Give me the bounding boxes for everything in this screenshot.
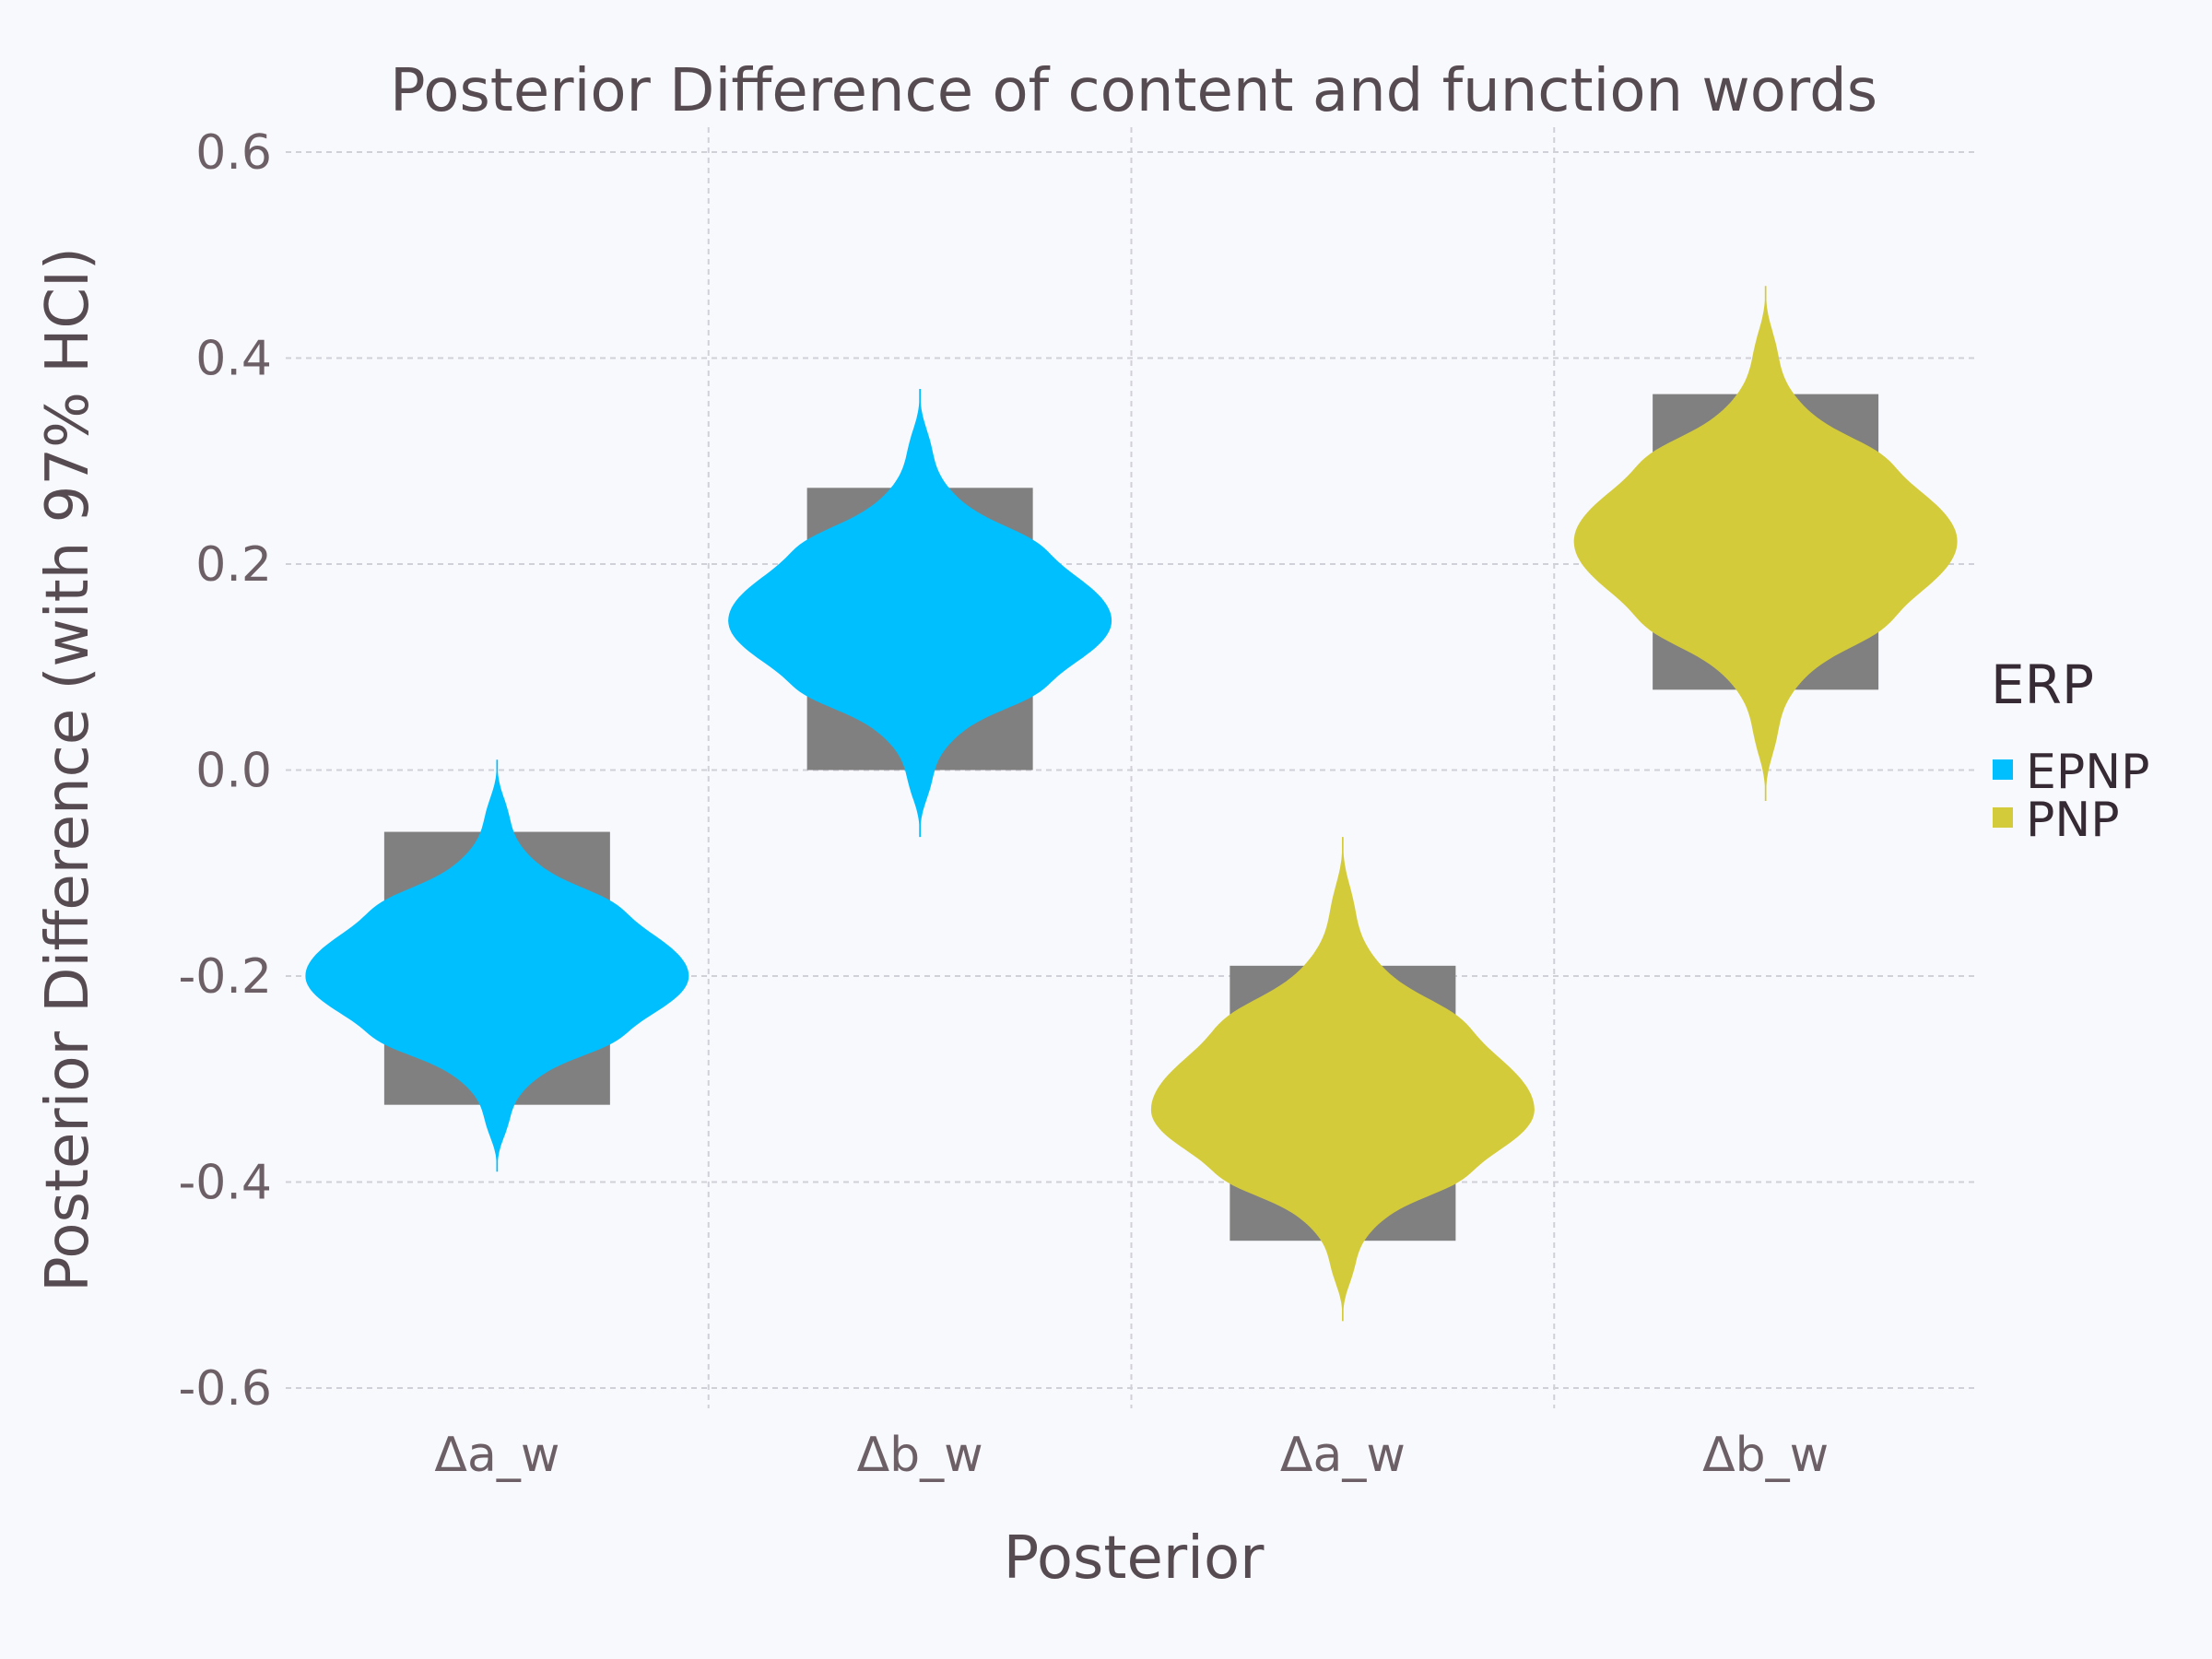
y-tick-labels: -0.6 -0.4 -0.2 0.0 0.2 0.4 0.6: [179, 125, 272, 1417]
y-tick-label: -0.2: [179, 949, 272, 1005]
violin-epnp-0: [305, 759, 689, 1172]
legend: ERP EPNP PNP: [1991, 653, 2149, 848]
legend-title: ERP: [1991, 653, 2094, 716]
legend-label-epnp: EPNP: [2026, 745, 2149, 800]
y-tick-label: 0.0: [195, 744, 272, 799]
violin-pnp-2: [1150, 837, 1535, 1322]
y-tick-label: 0.6: [195, 125, 272, 181]
x-tick-labels: Δa_w Δb_w Δa_w Δb_w: [434, 1428, 1829, 1483]
x-tick-label: Δb_w: [857, 1428, 983, 1483]
y-tick-label: 0.4: [195, 332, 272, 387]
x-tick-label: Δa_w: [1280, 1428, 1406, 1483]
y-tick-label: 0.2: [195, 537, 272, 593]
legend-label-pnp: PNP: [2026, 793, 2120, 848]
y-tick-label: -0.4: [179, 1156, 272, 1211]
x-tick-label: Δb_w: [1702, 1428, 1829, 1483]
violin-pnp-3: [1573, 286, 1958, 801]
legend-swatch-pnp: [1993, 807, 2013, 828]
x-axis-label: Posterior: [1004, 1524, 1265, 1593]
legend-swatch-epnp: [1993, 759, 2013, 780]
chart-title: Posterior Difference of content and func…: [390, 57, 1877, 125]
x-tick-label: Δa_w: [434, 1428, 559, 1483]
grid: [286, 127, 1977, 1408]
violins: [305, 286, 1958, 1322]
violin-epnp-1: [728, 389, 1112, 838]
y-axis-label: Posterior Difference (with 97% HCI): [34, 247, 102, 1292]
y-tick-label: -0.6: [179, 1361, 272, 1417]
